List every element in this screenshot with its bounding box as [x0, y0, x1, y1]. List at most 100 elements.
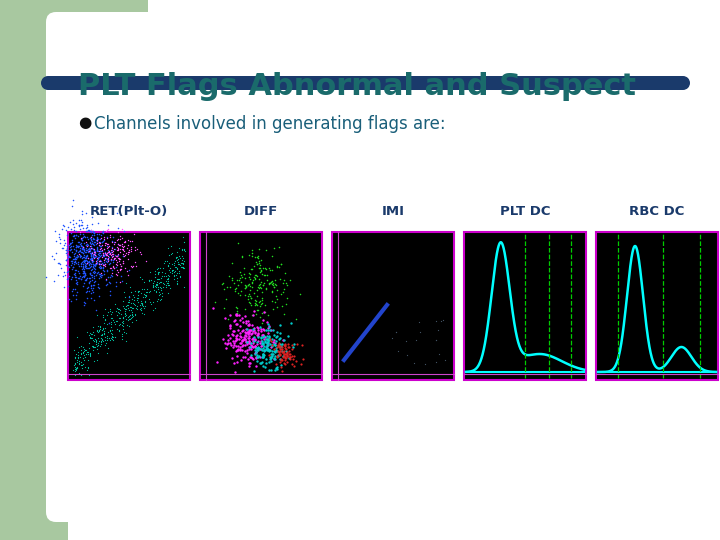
Point: [105, 314, 117, 322]
Point: [120, 301, 132, 310]
Point: [86, 257, 97, 266]
Point: [112, 249, 124, 258]
Point: [274, 334, 285, 342]
Point: [274, 357, 285, 366]
Point: [71, 241, 82, 249]
Point: [265, 337, 276, 346]
Point: [89, 254, 100, 262]
Point: [264, 366, 275, 374]
Point: [230, 332, 242, 340]
Point: [252, 343, 264, 352]
Point: [96, 246, 108, 254]
Point: [153, 279, 164, 288]
Point: [257, 325, 269, 333]
Point: [245, 345, 256, 354]
Point: [390, 327, 402, 336]
Point: [103, 249, 114, 258]
Point: [62, 254, 73, 263]
Point: [122, 254, 134, 263]
Point: [99, 341, 111, 349]
Point: [102, 256, 114, 265]
Point: [102, 243, 113, 252]
Point: [73, 232, 84, 240]
Point: [177, 233, 189, 241]
Point: [267, 338, 279, 346]
Point: [282, 347, 293, 356]
Point: [53, 230, 65, 238]
Point: [172, 259, 184, 268]
Point: [104, 250, 116, 259]
Point: [104, 326, 116, 334]
Point: [261, 344, 273, 353]
Point: [124, 296, 135, 305]
Point: [99, 260, 111, 268]
Point: [97, 250, 109, 259]
Point: [93, 256, 104, 265]
Point: [81, 287, 93, 296]
Point: [221, 282, 233, 291]
Point: [92, 246, 104, 255]
Point: [86, 265, 98, 273]
Point: [243, 345, 255, 353]
Point: [249, 335, 261, 344]
Point: [249, 350, 261, 359]
Point: [84, 246, 96, 254]
Point: [105, 255, 117, 264]
Point: [80, 245, 91, 254]
Point: [89, 267, 100, 275]
Point: [62, 222, 73, 231]
Point: [162, 261, 174, 270]
Point: [105, 245, 117, 254]
Point: [112, 252, 123, 260]
Point: [238, 353, 249, 361]
Point: [245, 326, 256, 335]
Point: [277, 352, 289, 361]
Point: [78, 252, 90, 261]
Point: [245, 286, 256, 295]
Point: [239, 327, 251, 336]
Point: [117, 314, 129, 323]
Point: [72, 241, 84, 250]
Point: [271, 343, 282, 352]
Point: [85, 249, 96, 258]
Point: [163, 261, 174, 269]
Point: [150, 282, 162, 291]
Point: [76, 210, 88, 219]
Point: [257, 361, 269, 370]
Point: [98, 227, 109, 235]
Point: [247, 335, 258, 343]
Point: [60, 246, 71, 254]
Point: [235, 333, 246, 341]
Point: [266, 365, 277, 374]
Point: [76, 247, 87, 256]
Point: [269, 283, 280, 292]
Point: [81, 349, 92, 358]
Point: [263, 278, 274, 287]
Point: [89, 261, 101, 270]
Point: [217, 335, 229, 344]
Text: IMI: IMI: [382, 205, 405, 218]
Point: [77, 233, 89, 241]
Point: [131, 245, 143, 253]
Point: [82, 348, 94, 356]
Point: [87, 268, 99, 276]
Point: [161, 274, 173, 283]
Point: [244, 353, 256, 361]
Point: [430, 357, 441, 366]
Point: [120, 292, 131, 301]
Point: [95, 336, 107, 345]
Point: [58, 283, 70, 292]
Point: [246, 265, 258, 274]
Point: [78, 273, 89, 281]
Point: [243, 251, 255, 259]
Point: [93, 247, 104, 255]
Point: [93, 254, 104, 262]
Point: [109, 318, 120, 326]
Point: [78, 301, 90, 309]
Point: [169, 262, 181, 271]
Point: [89, 228, 100, 237]
Point: [123, 293, 135, 302]
Point: [78, 267, 90, 276]
Point: [89, 343, 100, 352]
Point: [246, 278, 258, 287]
